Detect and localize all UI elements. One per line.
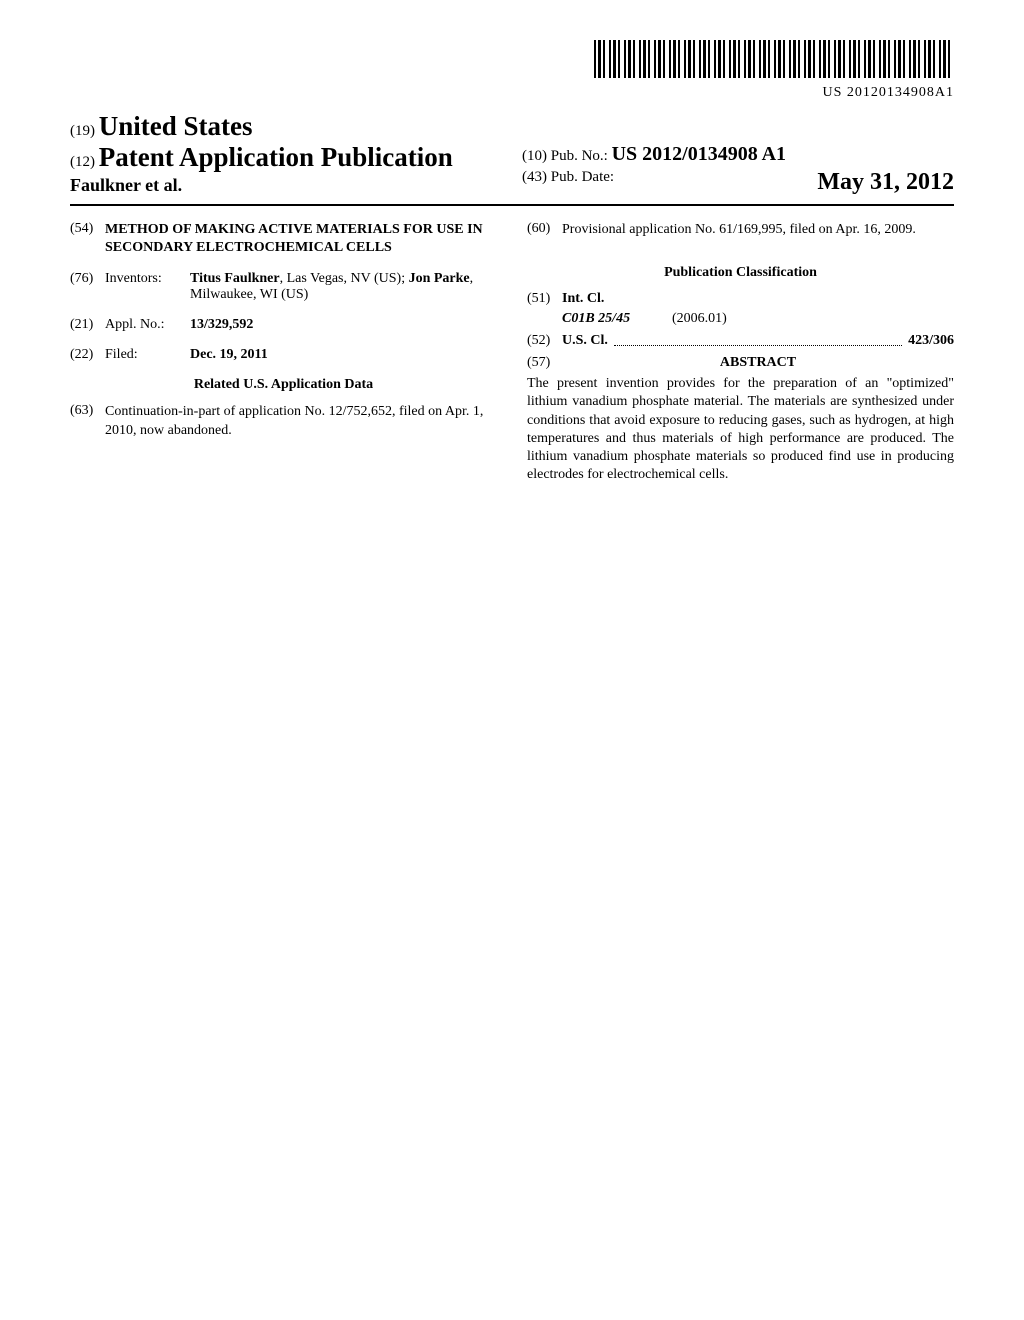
pub-type: Patent Application Publication [99, 142, 453, 172]
int-cl-date: (2006.01) [672, 311, 727, 327]
inventors-row: (76) Inventors: Titus Faulkner, Las Vega… [70, 271, 497, 303]
provisional-num: (60) [527, 221, 562, 251]
pub-date-line: (43) Pub. Date: May 31, 2012 [522, 169, 954, 186]
barcode-section: US 20120134908A1 [70, 40, 954, 101]
inventor-2-name: Jon Parke [409, 271, 470, 286]
abstract-num: (57) [527, 355, 562, 371]
pub-type-line: (12) Patent Application Publication [70, 142, 502, 173]
authority-code: (19) [70, 123, 95, 139]
barcode-graphic [594, 40, 954, 78]
provisional-row: (60) Provisional application No. 61/169,… [527, 221, 954, 251]
inventor-1-name: Titus Faulkner [190, 271, 280, 286]
pub-date-value: May 31, 2012 [817, 169, 954, 196]
barcode-text: US 20120134908A1 [70, 85, 954, 101]
pub-date-code: (43) [522, 169, 547, 185]
us-cl-num: (52) [527, 333, 562, 349]
us-cl-row: (52) U.S. Cl. 423/306 [527, 333, 954, 349]
int-cl-label: Int. Cl. [562, 291, 954, 307]
right-column: (60) Provisional application No. 61/169,… [527, 221, 954, 484]
header-row: (19) United States (12) Patent Applicati… [70, 111, 954, 196]
inventor-1-loc: , Las Vegas, NV (US); [280, 271, 409, 286]
pub-no-value: US 2012/0134908 A1 [612, 143, 786, 165]
appl-no-value: 13/329,592 [190, 317, 497, 333]
header-right: (10) Pub. No.: US 2012/0134908 A1 (43) P… [502, 143, 954, 196]
left-column: (54) METHOD OF MAKING ACTIVE MATERIALS F… [70, 221, 497, 484]
filed-label: Filed: [105, 347, 190, 363]
continuation-row: (63) Continuation-in-part of application… [70, 403, 497, 439]
us-cl-label: U.S. Cl. [562, 333, 608, 349]
appl-no-num: (21) [70, 317, 105, 333]
continuation-num: (63) [70, 403, 105, 439]
filed-value: Dec. 19, 2011 [190, 347, 497, 363]
header-divider [70, 204, 954, 206]
us-cl-dots [614, 333, 902, 346]
classification-heading: Publication Classification [527, 265, 954, 281]
authors-line: Faulkner et al. [70, 175, 502, 196]
abstract-text: The present invention provides for the p… [527, 375, 954, 484]
abstract-heading-row: (57) ABSTRACT [527, 355, 954, 371]
pub-type-code: (12) [70, 154, 95, 170]
int-cl-code: C01B 25/45 [562, 311, 672, 327]
abstract-heading: ABSTRACT [562, 355, 954, 371]
title-num: (54) [70, 221, 105, 257]
pub-no-label: Pub. No.: [551, 148, 608, 164]
appl-no-row: (21) Appl. No.: 13/329,592 [70, 317, 497, 333]
pub-no-line: (10) Pub. No.: US 2012/0134908 A1 [522, 143, 954, 166]
related-data-heading: Related U.S. Application Data [70, 377, 497, 393]
int-cl-detail: C01B 25/45 (2006.01) [527, 311, 954, 327]
filed-num: (22) [70, 347, 105, 363]
pub-no-code: (10) [522, 148, 547, 164]
int-cl-row: (51) Int. Cl. [527, 291, 954, 307]
int-cl-num: (51) [527, 291, 562, 307]
appl-no-label: Appl. No.: [105, 317, 190, 333]
us-cl-value: 423/306 [908, 333, 954, 349]
inventors-label: Inventors: [105, 271, 190, 303]
pub-date-label: Pub. Date: [551, 169, 614, 185]
inventors-num: (76) [70, 271, 105, 303]
header-left: (19) United States (12) Patent Applicati… [70, 111, 502, 196]
authority-line: (19) United States [70, 111, 502, 142]
patent-title: METHOD OF MAKING ACTIVE MATERIALS FOR US… [105, 221, 497, 257]
filed-row: (22) Filed: Dec. 19, 2011 [70, 347, 497, 363]
continuation-text: Continuation-in-part of application No. … [105, 403, 497, 439]
provisional-text: Provisional application No. 61/169,995, … [562, 221, 954, 239]
two-column-body: (54) METHOD OF MAKING ACTIVE MATERIALS F… [70, 221, 954, 484]
inventors-value: Titus Faulkner, Las Vegas, NV (US); Jon … [190, 271, 497, 303]
title-row: (54) METHOD OF MAKING ACTIVE MATERIALS F… [70, 221, 497, 257]
authority-name: United States [99, 111, 253, 141]
